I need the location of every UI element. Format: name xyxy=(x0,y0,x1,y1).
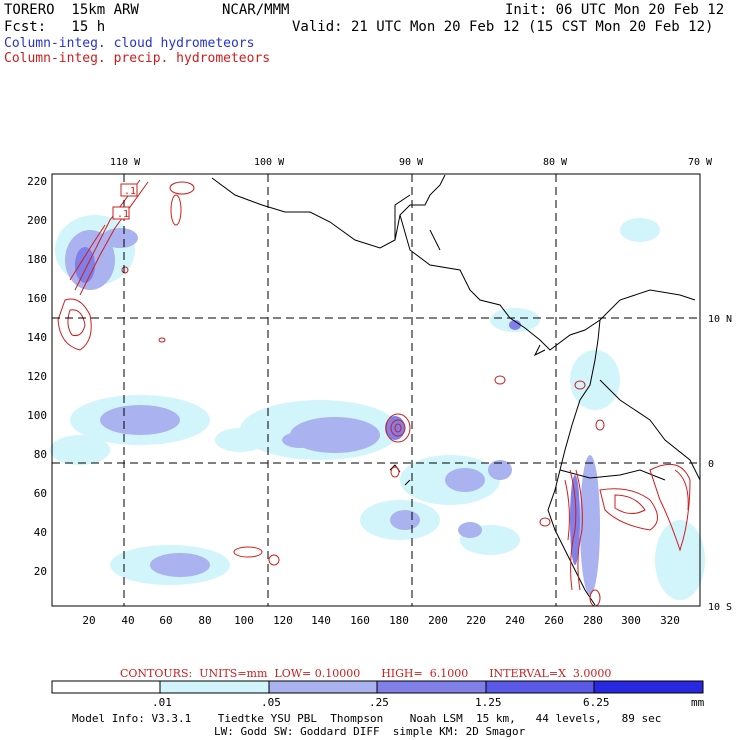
x-tick: 100 xyxy=(234,614,254,627)
x-tick: 240 xyxy=(505,614,525,627)
y-tick: 100 xyxy=(27,409,47,422)
colorbar xyxy=(51,680,704,694)
colorbar-bin-5 xyxy=(593,680,704,694)
colorbar-units: mm xyxy=(691,696,705,709)
lon-label-90w: 90 W xyxy=(399,157,424,168)
colorbar-bin-0 xyxy=(51,680,161,694)
x-tick: 80 xyxy=(198,614,211,627)
y-tick: 220 xyxy=(27,175,47,188)
lat-label-0: 0 xyxy=(708,459,714,470)
lon-label-110w: 110 W xyxy=(110,157,141,168)
x-tick: 180 xyxy=(389,614,409,627)
contour-label-boxes: .1 .1 xyxy=(112,183,138,220)
center-label: NCAR/MMM xyxy=(222,2,290,18)
forecast-hour: Fcst: 15 h xyxy=(4,19,106,35)
lon-label-70w: 70 W xyxy=(688,157,713,168)
cloud-shading xyxy=(50,215,705,600)
colorbar-level: .01 xyxy=(152,696,172,709)
map-frame xyxy=(51,173,701,607)
x-tick: 260 xyxy=(544,614,564,627)
coastlines xyxy=(211,174,701,606)
y-tick: 120 xyxy=(27,370,47,383)
x-axis-labels: 20 40 60 80 100 120 140 160 180 200 220 … xyxy=(82,614,680,627)
contour-info: CONTOURS: UNITS=mm LOW= 0.10000 HIGH= 6.… xyxy=(120,667,612,680)
x-tick: 60 xyxy=(159,614,172,627)
x-tick: 300 xyxy=(621,614,641,627)
x-tick: 120 xyxy=(273,614,293,627)
lon-label-100w: 100 W xyxy=(254,157,285,168)
y-tick: 140 xyxy=(27,331,47,344)
top-lon-labels: 110 W 100 W 90 W 80 W 70 W xyxy=(110,157,713,168)
x-tick: 200 xyxy=(428,614,448,627)
y-tick: 200 xyxy=(27,214,47,227)
right-lat-labels: 10 N 0 10 S xyxy=(708,314,732,613)
x-tick: 220 xyxy=(466,614,486,627)
x-tick: 40 xyxy=(121,614,134,627)
lat-lon-grid xyxy=(52,174,700,606)
y-tick: 80 xyxy=(34,448,47,461)
contour-label-1: .1 xyxy=(124,186,136,197)
colorbar-bin-1 xyxy=(159,680,270,694)
cloud-field-label: Column-integ. cloud hydrometeors xyxy=(4,36,255,51)
precip-contours xyxy=(57,179,691,607)
lon-label-80w: 80 W xyxy=(543,157,568,168)
colorbar-bin-4 xyxy=(485,680,595,694)
y-tick: 180 xyxy=(27,253,47,266)
colorbar-level: .05 xyxy=(261,696,281,709)
init-time: Init: 06 UTC Mon 20 Feb 12 xyxy=(505,2,725,18)
x-tick: 280 xyxy=(583,614,603,627)
lat-label-10s: 10 S xyxy=(708,602,732,613)
lat-label-10n: 10 N xyxy=(708,314,732,325)
model-info-line2: LW: Godd SW: Goddard DIFF simple KM: 2D … xyxy=(214,725,526,738)
colorbar-bin-3 xyxy=(376,680,487,694)
y-tick: 160 xyxy=(27,292,47,305)
y-tick: 20 xyxy=(34,565,47,578)
y-axis-labels: 220 200 180 160 140 120 100 80 60 40 20 xyxy=(27,175,47,578)
colorbar-bin-2 xyxy=(268,680,378,694)
x-tick: 20 xyxy=(82,614,95,627)
model-title: TORERO 15km ARW xyxy=(4,2,139,18)
x-tick: 140 xyxy=(311,614,331,627)
colorbar-level: .25 xyxy=(369,696,389,709)
colorbar-level: 6.25 xyxy=(583,696,610,709)
y-tick: 40 xyxy=(34,526,47,539)
colorbar-level: 1.25 xyxy=(475,696,502,709)
model-info-line1: Model Info: V3.3.1 Tiedtke YSU PBL Thomp… xyxy=(72,712,662,725)
valid-time: Valid: 21 UTC Mon 20 Feb 12 (15 CST Mon … xyxy=(292,19,714,35)
x-tick: 160 xyxy=(350,614,370,627)
contour-label-2: .1 xyxy=(117,209,129,220)
precip-field-label: Column-integ. precip. hydrometeors xyxy=(4,51,271,66)
y-tick: 60 xyxy=(34,487,47,500)
x-tick: 320 xyxy=(660,614,680,627)
